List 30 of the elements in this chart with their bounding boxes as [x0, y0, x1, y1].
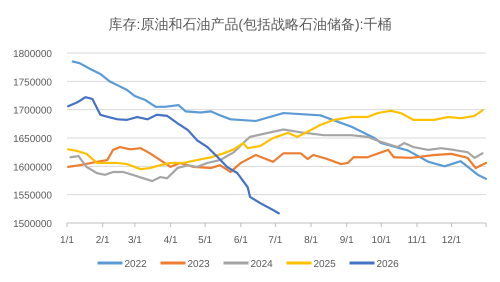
- x-tick-label: 9/1: [340, 235, 354, 246]
- x-tick-label: 6/1: [234, 235, 248, 246]
- legend-label: 2025: [314, 259, 336, 270]
- line-series: [67, 146, 488, 174]
- x-tick-label: 1/1: [60, 235, 74, 246]
- line-series: [67, 96, 280, 214]
- y-tick-label: 1650000: [13, 134, 52, 145]
- y-tick-label: 1800000: [13, 49, 52, 60]
- x-tick-label: 4/1: [164, 235, 178, 246]
- line-series: [67, 109, 484, 170]
- y-tick-label: 1700000: [13, 106, 52, 117]
- x-tick-label: 3/1: [128, 235, 142, 246]
- y-tick-label: 1500000: [13, 219, 52, 230]
- x-tick-label: 8/1: [304, 235, 318, 246]
- y-tick-label: 1750000: [13, 77, 52, 88]
- y-tick-label: 1600000: [13, 162, 52, 174]
- x-tick-label: 10/1: [372, 235, 392, 246]
- x-tick-label: 2/1: [96, 235, 110, 246]
- x-tick-label: 5/1: [198, 235, 213, 246]
- chart-title: 库存:原油和石油产品(包括战略石油储备):千桶: [108, 16, 392, 32]
- line-series: [72, 60, 488, 180]
- y-tick-label: 1550000: [13, 190, 52, 202]
- x-tick-label: 11/1: [408, 235, 427, 246]
- legend-label: 2023: [188, 259, 210, 270]
- legend-label: 2026: [376, 259, 400, 270]
- line-series: [69, 128, 484, 182]
- legend-label: 2022: [124, 259, 148, 270]
- x-tick-label: 12/1: [442, 235, 462, 246]
- legend-label: 2024: [250, 259, 274, 270]
- x-tick-label: 7/1: [268, 235, 283, 246]
